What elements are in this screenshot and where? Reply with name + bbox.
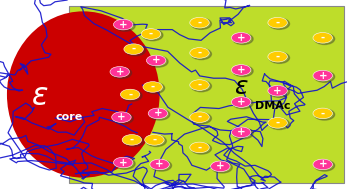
Circle shape	[190, 142, 209, 153]
Text: +: +	[319, 160, 327, 169]
Circle shape	[191, 143, 211, 154]
Circle shape	[151, 160, 171, 171]
Circle shape	[314, 33, 335, 44]
Text: -: -	[197, 18, 202, 28]
Text: -: -	[276, 52, 280, 62]
Circle shape	[231, 127, 251, 138]
Text: $\varepsilon$: $\varepsilon$	[31, 82, 49, 111]
Circle shape	[190, 17, 209, 28]
Text: -: -	[321, 33, 325, 43]
Circle shape	[113, 19, 133, 30]
Text: $\varepsilon$: $\varepsilon$	[234, 75, 248, 99]
Circle shape	[268, 85, 287, 96]
Circle shape	[148, 56, 168, 67]
Circle shape	[313, 33, 332, 43]
Circle shape	[113, 113, 133, 124]
Circle shape	[110, 67, 129, 77]
Text: -: -	[132, 44, 136, 54]
Circle shape	[191, 18, 211, 29]
Circle shape	[191, 113, 211, 124]
Text: -: -	[197, 112, 202, 122]
Circle shape	[269, 86, 289, 97]
Text: +: +	[237, 97, 245, 107]
Circle shape	[150, 159, 169, 170]
Text: -: -	[276, 118, 280, 128]
Circle shape	[150, 109, 170, 120]
Text: +: +	[154, 108, 162, 118]
Text: DMAc: DMAc	[255, 101, 290, 111]
Circle shape	[143, 82, 162, 92]
Circle shape	[212, 162, 232, 173]
Text: -: -	[276, 18, 280, 28]
Circle shape	[112, 112, 131, 122]
Circle shape	[314, 160, 335, 171]
Text: -: -	[152, 135, 156, 145]
Text: -: -	[128, 90, 132, 99]
Circle shape	[122, 135, 142, 145]
Circle shape	[146, 55, 166, 66]
Circle shape	[146, 136, 166, 146]
Circle shape	[313, 159, 332, 170]
Text: core: core	[56, 112, 83, 122]
Circle shape	[268, 17, 287, 28]
Circle shape	[190, 48, 209, 58]
Circle shape	[145, 135, 164, 145]
Text: +: +	[117, 112, 126, 122]
Circle shape	[191, 49, 211, 60]
Circle shape	[122, 90, 142, 101]
Circle shape	[191, 81, 211, 92]
Circle shape	[313, 70, 332, 81]
Text: -: -	[197, 80, 202, 90]
Circle shape	[211, 161, 230, 172]
Text: -: -	[149, 29, 153, 39]
Text: +: +	[237, 127, 245, 137]
Circle shape	[115, 20, 135, 31]
Circle shape	[124, 44, 143, 54]
Ellipse shape	[7, 11, 160, 178]
Text: -: -	[321, 108, 325, 118]
Text: +: +	[216, 161, 225, 171]
Circle shape	[233, 128, 253, 139]
Text: +: +	[319, 71, 327, 81]
Text: +: +	[237, 65, 245, 75]
Circle shape	[231, 33, 251, 43]
Circle shape	[268, 118, 287, 128]
Bar	[69, 6, 344, 183]
Circle shape	[125, 45, 145, 56]
Circle shape	[143, 30, 163, 41]
Circle shape	[141, 29, 161, 39]
Circle shape	[190, 80, 209, 90]
Circle shape	[269, 18, 289, 29]
Circle shape	[314, 109, 335, 120]
Text: +: +	[119, 158, 127, 167]
Text: +: +	[119, 20, 127, 29]
Text: -: -	[197, 48, 202, 58]
Circle shape	[148, 108, 168, 119]
Text: +: +	[116, 67, 124, 77]
Circle shape	[233, 98, 253, 109]
Circle shape	[269, 52, 289, 63]
Circle shape	[111, 67, 132, 78]
Circle shape	[231, 97, 251, 107]
Circle shape	[314, 71, 335, 82]
Circle shape	[144, 83, 164, 94]
Circle shape	[115, 158, 135, 169]
Circle shape	[233, 66, 253, 77]
Text: +: +	[273, 86, 282, 96]
Text: -: -	[197, 143, 202, 152]
Text: +: +	[152, 56, 160, 65]
Circle shape	[313, 108, 332, 119]
Text: -: -	[151, 82, 155, 92]
Text: +: +	[155, 160, 164, 169]
Circle shape	[268, 51, 287, 62]
Circle shape	[124, 136, 144, 146]
Text: +: +	[237, 33, 245, 43]
Circle shape	[120, 89, 140, 100]
Circle shape	[231, 65, 251, 75]
Circle shape	[113, 157, 133, 168]
Circle shape	[269, 119, 289, 129]
Circle shape	[233, 33, 253, 44]
Text: -: -	[130, 135, 134, 145]
Circle shape	[190, 112, 209, 122]
